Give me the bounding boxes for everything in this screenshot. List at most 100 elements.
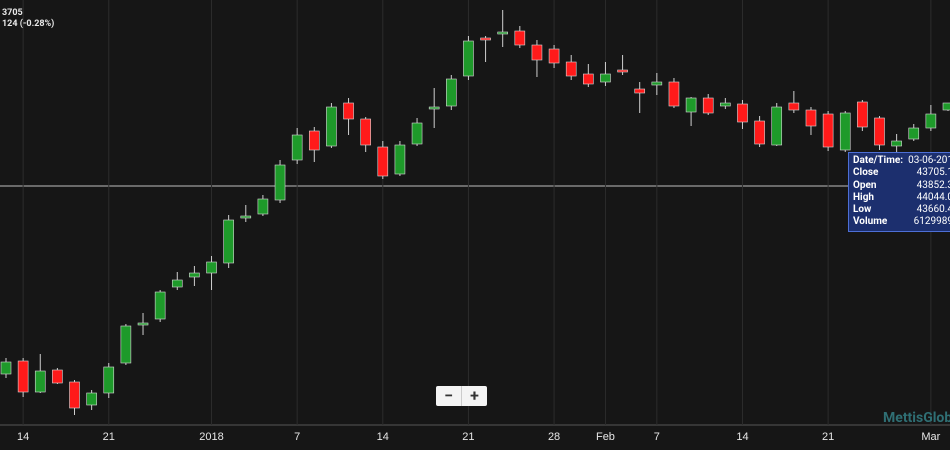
candle xyxy=(326,103,337,148)
tooltip-row: Low 43660.4 xyxy=(853,204,950,216)
candle-body xyxy=(497,31,508,35)
candle xyxy=(274,160,286,203)
tooltip-value: 44044.0 xyxy=(916,191,950,203)
x-tick-label: Feb xyxy=(596,431,615,443)
candle xyxy=(805,107,817,135)
candle-body xyxy=(720,102,731,107)
candle xyxy=(925,105,937,131)
candle-body xyxy=(822,113,834,148)
tooltip-row: Date/Time: 03-06-201 xyxy=(853,155,950,167)
tooltip: Date/Time: 03-06-201 Close 43705.1 Open 43852… xyxy=(848,152,950,232)
watermark: MettisGlob xyxy=(883,410,950,426)
candle xyxy=(103,363,115,398)
zoom-in-button[interactable]: + xyxy=(461,386,487,406)
candle-body xyxy=(685,97,697,113)
candle-body xyxy=(908,127,920,140)
tooltip-row: Open 43852.3 xyxy=(853,180,950,192)
candle xyxy=(428,88,440,128)
candle xyxy=(514,26,526,48)
candle-body xyxy=(257,198,269,215)
candle xyxy=(463,36,474,80)
candle-body xyxy=(0,361,12,375)
candle xyxy=(531,40,543,77)
candle xyxy=(651,73,663,95)
candle-body xyxy=(839,112,851,151)
candle-body xyxy=(34,370,46,393)
candle-body xyxy=(651,81,663,86)
candle-body xyxy=(634,88,646,94)
candle xyxy=(583,64,594,87)
candle xyxy=(206,256,217,290)
x-tick-label: 7 xyxy=(294,431,300,443)
candle xyxy=(480,36,491,62)
candle xyxy=(839,111,851,152)
tooltip-label: Close xyxy=(853,167,879,179)
candle-body xyxy=(120,325,132,364)
candle xyxy=(754,116,765,147)
candle xyxy=(565,55,577,80)
candle xyxy=(86,390,97,410)
candle xyxy=(771,103,783,146)
candle xyxy=(137,313,149,335)
zoom-out-button[interactable]: − xyxy=(444,386,453,405)
candle-body xyxy=(86,392,97,406)
candle-body xyxy=(103,366,115,394)
candle-body xyxy=(617,69,628,73)
x-tick-label: 21 xyxy=(462,431,474,443)
candle xyxy=(308,127,320,162)
candle-body xyxy=(531,44,543,61)
x-tick-label: 14 xyxy=(736,431,748,443)
candle-body xyxy=(754,120,765,145)
candle xyxy=(34,354,46,393)
x-tick-label: 14 xyxy=(17,431,29,443)
candle xyxy=(857,100,868,131)
tooltip-value: 03-06-201 xyxy=(908,155,950,166)
candle-body xyxy=(189,272,200,278)
tooltip-row: High 44044.0 xyxy=(853,192,950,204)
candle-body xyxy=(206,261,217,274)
x-tick-label: 21 xyxy=(103,431,115,443)
x-tick-label: 7 xyxy=(654,431,660,443)
candle-body xyxy=(463,40,474,77)
candle-body xyxy=(668,81,680,107)
candle xyxy=(737,100,748,129)
candle xyxy=(171,272,183,290)
candle-body xyxy=(343,102,354,120)
tooltip-row: Volume 6129989 xyxy=(853,216,950,228)
x-tick-label: 21 xyxy=(822,431,834,443)
x-tick-label: 2018 xyxy=(199,431,223,443)
candle-body xyxy=(548,48,560,64)
candle xyxy=(908,124,920,141)
candle xyxy=(343,98,354,135)
candle-body xyxy=(805,109,817,127)
candle xyxy=(720,98,731,109)
candle-body xyxy=(240,215,252,219)
candle-body xyxy=(514,30,526,46)
candle-body xyxy=(480,37,491,41)
candle xyxy=(0,358,12,378)
candle xyxy=(154,290,166,322)
candle-body xyxy=(565,61,577,77)
change-label: 124 (-0.28%) xyxy=(2,19,55,29)
candle xyxy=(377,141,389,179)
candle-body xyxy=(874,117,885,146)
candle xyxy=(120,324,132,365)
zoom-controls: − + xyxy=(436,386,487,406)
candle xyxy=(617,55,628,75)
candle-body xyxy=(702,97,714,114)
x-tick-label: 14 xyxy=(377,431,389,443)
candle xyxy=(942,102,950,111)
candle xyxy=(874,116,885,150)
candle xyxy=(189,266,200,286)
candle xyxy=(497,10,508,47)
candle-body xyxy=(171,279,183,288)
candle-body xyxy=(308,130,320,151)
candle xyxy=(668,78,680,108)
candle-body xyxy=(446,78,457,107)
candle xyxy=(822,111,834,151)
candle xyxy=(223,215,234,268)
candle xyxy=(240,205,252,222)
candle-body xyxy=(942,102,950,111)
